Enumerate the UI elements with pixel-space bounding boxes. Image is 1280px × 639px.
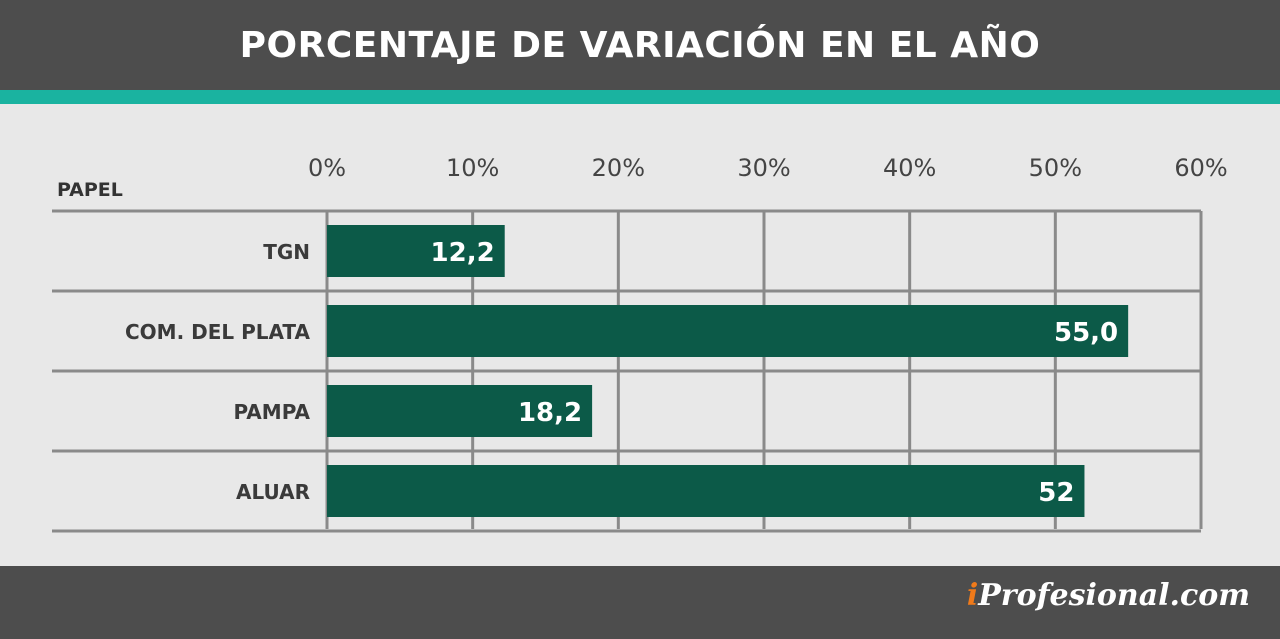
x-tick-label-1: 10% xyxy=(446,154,499,182)
bar-2 xyxy=(327,385,593,437)
chart-title: PORCENTAJE DE VARIACIÓN EN EL AÑO xyxy=(239,24,1041,66)
plot-area: 0% 10% 20% 30% 40% 50% 60% PAPEL TGN 12,2 COM. DEL… xyxy=(0,104,1280,566)
x-tick-label-6: 60% xyxy=(1174,154,1227,182)
bar-chart: 0% 10% 20% 30% 40% 50% 60% PAPEL TGN 12,2 COM. DEL… xyxy=(52,154,1228,533)
category-header: PAPEL xyxy=(57,179,123,201)
bar-3 xyxy=(327,465,1085,517)
footer: iProfesional.com xyxy=(0,566,1280,639)
category-label-3: ALUAR xyxy=(236,480,310,504)
bar-1 xyxy=(327,305,1129,357)
x-tick-label-5: 50% xyxy=(1029,154,1082,182)
value-label-2: 18,2 xyxy=(518,398,582,428)
category-label-2: PAMPA xyxy=(233,400,310,424)
value-label-0: 12,2 xyxy=(431,238,495,268)
x-tick-label-3: 30% xyxy=(737,154,790,182)
x-tick-label-4: 40% xyxy=(883,154,936,182)
value-label-1: 55,0 xyxy=(1054,318,1118,348)
bar-0 xyxy=(327,225,505,277)
value-label-3: 52 xyxy=(1038,478,1074,508)
x-tick-label-0: 0% xyxy=(308,154,346,182)
category-label-1: COM. DEL PLATA xyxy=(125,320,311,344)
category-label-0: TGN xyxy=(263,240,310,264)
brand-logo-i: i xyxy=(966,578,979,613)
chart-header: PORCENTAJE DE VARIACIÓN EN EL AÑO xyxy=(0,0,1280,90)
brand-logo-text: Profesional.com xyxy=(978,578,1250,613)
accent-stripe xyxy=(0,90,1280,104)
brand-logo: iProfesional.com xyxy=(967,578,1250,613)
x-tick-label-2: 20% xyxy=(592,154,645,182)
